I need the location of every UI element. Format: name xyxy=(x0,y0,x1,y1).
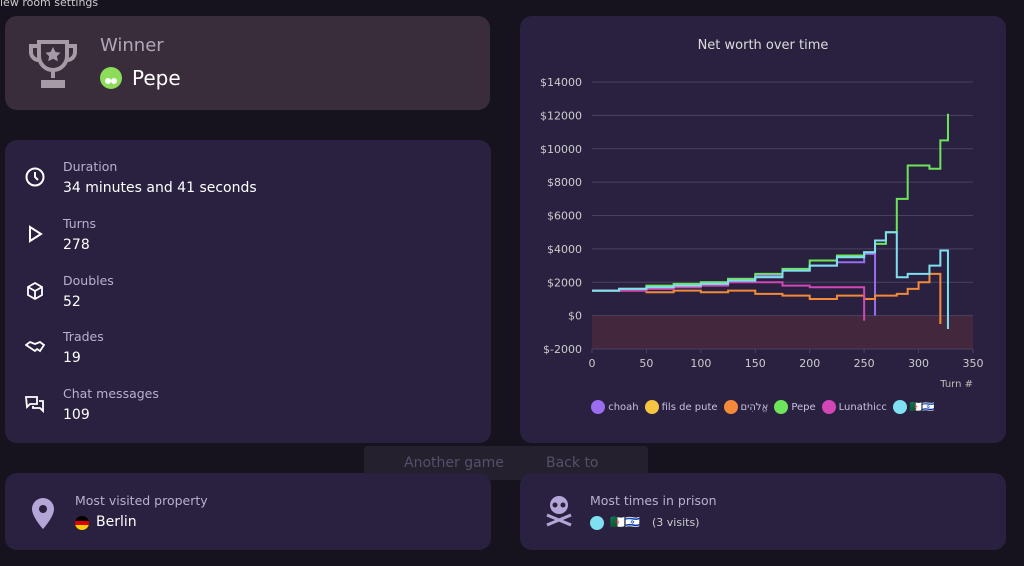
stat-text: Turns 278 xyxy=(63,216,96,253)
legend-label: fils de pute xyxy=(661,401,718,413)
x-tick-label: 50 xyxy=(639,357,653,370)
legend-item: Pepe xyxy=(774,400,816,414)
x-tick-label: 100 xyxy=(690,357,711,370)
legend-item: Lunathicc xyxy=(821,400,887,414)
stat-icon xyxy=(25,396,44,414)
stat-icon xyxy=(25,341,46,353)
y-tick-label: $0 xyxy=(568,310,582,323)
prison-card: Most times in prison 🇩🇿🇮🇱 (3 visits) xyxy=(520,473,1006,550)
legend-item: 🇩🇿🇮🇱 xyxy=(892,400,935,414)
stat-row: Trades 19 xyxy=(25,329,104,366)
x-tick-label: 250 xyxy=(854,357,875,370)
stat-value: 34 minutes and 41 seconds xyxy=(63,180,257,196)
x-tick-label: 350 xyxy=(963,357,984,370)
y-tick-label: $4000 xyxy=(547,243,582,256)
stat-text: Duration 34 minutes and 41 seconds xyxy=(63,159,257,196)
stat-icon xyxy=(27,281,43,300)
top-link[interactable]: iew room settings xyxy=(0,0,99,9)
y-tick-label: $6000 xyxy=(547,210,582,223)
legend-label: Pepe xyxy=(791,401,816,413)
winner-heading: Winner xyxy=(100,35,164,56)
card-label: Most visited property xyxy=(75,493,208,508)
series-line xyxy=(592,113,949,292)
stat-icon xyxy=(29,224,43,243)
most-visited-card: Most visited property Berlin xyxy=(5,473,491,550)
y-tick-label: $10000 xyxy=(540,143,582,156)
x-tick-label: 0 xyxy=(589,357,596,370)
legend-label: Lunathicc xyxy=(838,401,887,413)
legend-label: choah xyxy=(608,401,639,413)
germany-flag xyxy=(75,516,89,530)
stat-text: Trades 19 xyxy=(63,329,104,366)
button-label: Another game xyxy=(404,455,504,471)
stat-label: Doubles xyxy=(63,272,114,288)
legend: choah fils de pute אֱלֹהִים Pepe Lunathicc 🇩🇿… xyxy=(520,400,1006,414)
x-tick-label: 150 xyxy=(745,357,766,370)
x-axis-label: Turn # xyxy=(939,379,973,390)
y-tick-label: $8000 xyxy=(547,176,582,189)
series-line xyxy=(592,252,877,316)
negative-zone xyxy=(592,315,973,349)
legend-label: 🇩🇿🇮🇱 xyxy=(909,401,935,413)
winner-name: Pepe xyxy=(132,66,181,90)
stat-label: Chat messages xyxy=(63,386,159,402)
stat-row: Turns 278 xyxy=(25,216,96,253)
chart-title: Net worth over time xyxy=(698,38,829,53)
skull-icon xyxy=(546,496,572,527)
legend-item: choah xyxy=(591,400,639,414)
y-tick-label: $-2000 xyxy=(543,343,582,356)
pin-icon xyxy=(32,498,54,529)
stat-row: Duration 34 minutes and 41 seconds xyxy=(25,159,257,196)
y-tick-label: $14000 xyxy=(540,76,582,89)
x-tick-label: 200 xyxy=(799,357,820,370)
legend-item: fils de pute xyxy=(644,400,718,414)
chart: Net worth over time Turn # $-2000 $0 $2000… xyxy=(540,38,984,390)
legend-swatch xyxy=(892,400,907,414)
legend-swatch xyxy=(644,400,659,414)
legend-swatch xyxy=(723,400,738,414)
visit-count: (3 visits) xyxy=(652,516,700,529)
stat-value: 278 xyxy=(63,236,90,253)
stats-card: Duration 34 minutes and 41 seconds Turns 27… xyxy=(5,140,491,443)
stat-value: 52 xyxy=(63,293,81,310)
avatar xyxy=(590,516,604,530)
stat-label: Duration xyxy=(63,159,118,174)
winner-card: Winner Pepe xyxy=(5,16,490,110)
stat-value: 19 xyxy=(63,350,81,367)
trophy-icon xyxy=(29,40,77,88)
chart-card: Net worth over time Turn # $-2000 $0 $2000… xyxy=(520,16,1006,443)
stat-row: Chat messages 109 xyxy=(25,386,159,423)
legend-swatch xyxy=(774,400,789,414)
series-line xyxy=(592,231,949,329)
stat-icon xyxy=(25,167,45,187)
stat-text: Chat messages 109 xyxy=(63,386,159,423)
stat-row: Doubles 52 xyxy=(25,273,114,310)
legend-swatch xyxy=(821,400,836,414)
legend-label: אֱלֹהִים xyxy=(740,401,769,413)
stat-value: 109 xyxy=(63,407,90,424)
legend-swatch xyxy=(591,400,606,414)
stat-label: Turns xyxy=(63,215,97,231)
player-flags: 🇩🇿🇮🇱 xyxy=(610,515,640,529)
y-tick-label: $2000 xyxy=(547,276,582,289)
x-tick-label: 300 xyxy=(908,357,929,370)
avatar xyxy=(100,67,122,89)
card-value: Berlin xyxy=(96,514,137,530)
series-line xyxy=(592,272,942,324)
y-tick-label: $12000 xyxy=(540,109,582,122)
stat-label: Trades xyxy=(63,329,104,345)
legend-item: אֱלֹהִים xyxy=(723,400,769,414)
stat-text: Doubles 52 xyxy=(63,273,114,310)
card-label: Most times in prison xyxy=(590,493,717,508)
